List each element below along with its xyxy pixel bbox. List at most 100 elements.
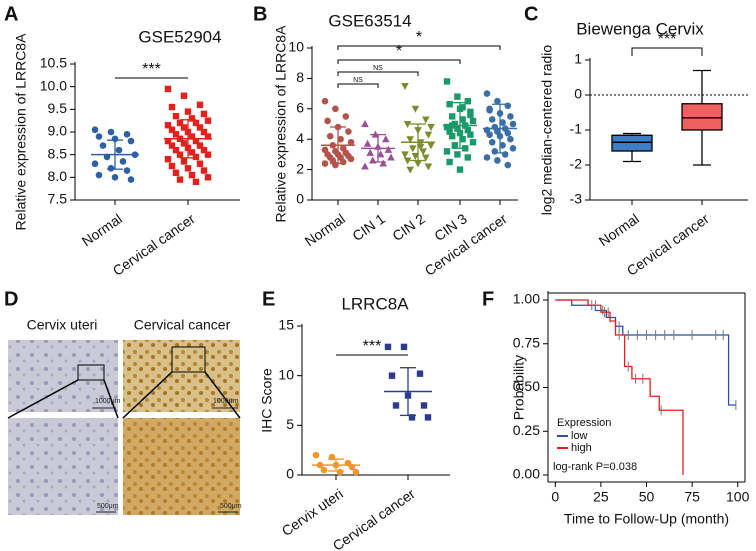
dot xyxy=(488,138,496,146)
dot xyxy=(392,402,400,409)
y-axis-label: Relative expression of LRRC8A xyxy=(273,25,289,223)
annotation: log-rank P=0.038 xyxy=(553,461,637,473)
x-tick-label: Normal xyxy=(302,210,348,249)
dot xyxy=(467,111,474,119)
dot xyxy=(168,103,176,111)
dot xyxy=(419,148,427,156)
panel-letter: F xyxy=(482,288,494,310)
zoom-box xyxy=(77,364,105,381)
dot xyxy=(469,139,477,146)
dot xyxy=(91,160,99,168)
significance: *** xyxy=(658,31,677,48)
dot xyxy=(454,125,461,132)
dot xyxy=(451,142,458,149)
dot xyxy=(200,128,208,136)
dot xyxy=(204,151,212,158)
y-tick-label: 7.5 xyxy=(48,191,68,207)
y-tick-label: -1 xyxy=(570,121,583,137)
dot xyxy=(382,135,390,143)
y-tick-label: 15 xyxy=(278,317,294,333)
dot xyxy=(196,160,204,167)
x-tick-label: CIN 2 xyxy=(389,210,428,244)
significance: NS xyxy=(353,77,363,84)
x-tick-label: Normal xyxy=(596,210,642,249)
box xyxy=(611,134,653,152)
y-tick-label: 1.00 xyxy=(513,291,540,307)
dot xyxy=(509,145,517,152)
x-tick-label: 100 xyxy=(726,489,750,505)
x-tick-label: Cervical cancer xyxy=(110,210,198,279)
dot xyxy=(424,163,433,171)
x-tick-label: 0 xyxy=(551,489,559,505)
y-tick-label: 0.25 xyxy=(513,422,540,438)
bracket xyxy=(337,45,501,50)
dot xyxy=(347,138,355,146)
survival-curve xyxy=(555,299,736,406)
dot xyxy=(459,104,466,111)
dot xyxy=(192,153,200,161)
dot xyxy=(168,162,176,170)
dot xyxy=(456,166,464,173)
dot xyxy=(363,139,372,147)
dot xyxy=(321,160,329,167)
dot xyxy=(494,97,501,105)
dot xyxy=(342,113,350,120)
dot xyxy=(504,129,512,137)
dot xyxy=(501,151,509,158)
dot xyxy=(464,154,471,161)
dot xyxy=(347,155,355,163)
y-tick-label: 0 xyxy=(574,86,582,102)
dot xyxy=(324,117,331,125)
panel-d: D Cervix uteri Cervical cancer 1000μm 10… xyxy=(4,288,242,515)
dot xyxy=(164,85,172,93)
bracket xyxy=(631,47,703,56)
dot xyxy=(486,131,493,138)
y-tick-label: 0.00 xyxy=(513,466,540,482)
dot xyxy=(403,121,412,128)
panel-letter: E xyxy=(262,288,275,310)
dot xyxy=(376,150,385,158)
dot xyxy=(443,148,451,155)
dot xyxy=(312,451,320,459)
dot xyxy=(111,174,119,181)
x-tick-label: 75 xyxy=(684,489,700,505)
dot xyxy=(123,167,131,174)
dot xyxy=(454,151,461,158)
y-tick-label: 4 xyxy=(296,130,304,146)
significance: * xyxy=(416,29,422,46)
dot xyxy=(337,135,344,143)
dot xyxy=(339,158,347,166)
dot xyxy=(119,158,127,165)
dot xyxy=(414,160,422,168)
bracket xyxy=(337,59,461,64)
x-tick-label: 25 xyxy=(593,489,609,505)
dot xyxy=(320,466,328,474)
dot xyxy=(406,136,414,144)
dot xyxy=(403,157,412,165)
dot xyxy=(192,178,200,186)
dot xyxy=(449,132,456,140)
y-tick-label: 10.0 xyxy=(40,77,67,93)
micrograph xyxy=(123,418,240,515)
y-tick-label: 6 xyxy=(296,100,304,116)
dot xyxy=(483,90,491,97)
zoom-box xyxy=(171,346,206,373)
image-label: Cervical cancer xyxy=(134,317,231,333)
image-label: Cervix uteri xyxy=(27,317,98,333)
dot xyxy=(188,115,196,122)
dot xyxy=(180,92,188,99)
dot xyxy=(172,146,180,154)
dot xyxy=(164,137,172,145)
y-tick-label: 8 xyxy=(296,69,304,85)
survival-curve xyxy=(555,299,684,475)
dot xyxy=(449,113,456,120)
chart-title: Biewenga Cervix xyxy=(576,19,704,38)
dot xyxy=(180,140,188,147)
dot xyxy=(401,151,409,159)
dot xyxy=(504,102,512,110)
panel-letter: D xyxy=(4,288,18,310)
dot xyxy=(176,151,184,158)
y-tick-label: 10 xyxy=(278,366,294,382)
dot xyxy=(180,158,188,165)
